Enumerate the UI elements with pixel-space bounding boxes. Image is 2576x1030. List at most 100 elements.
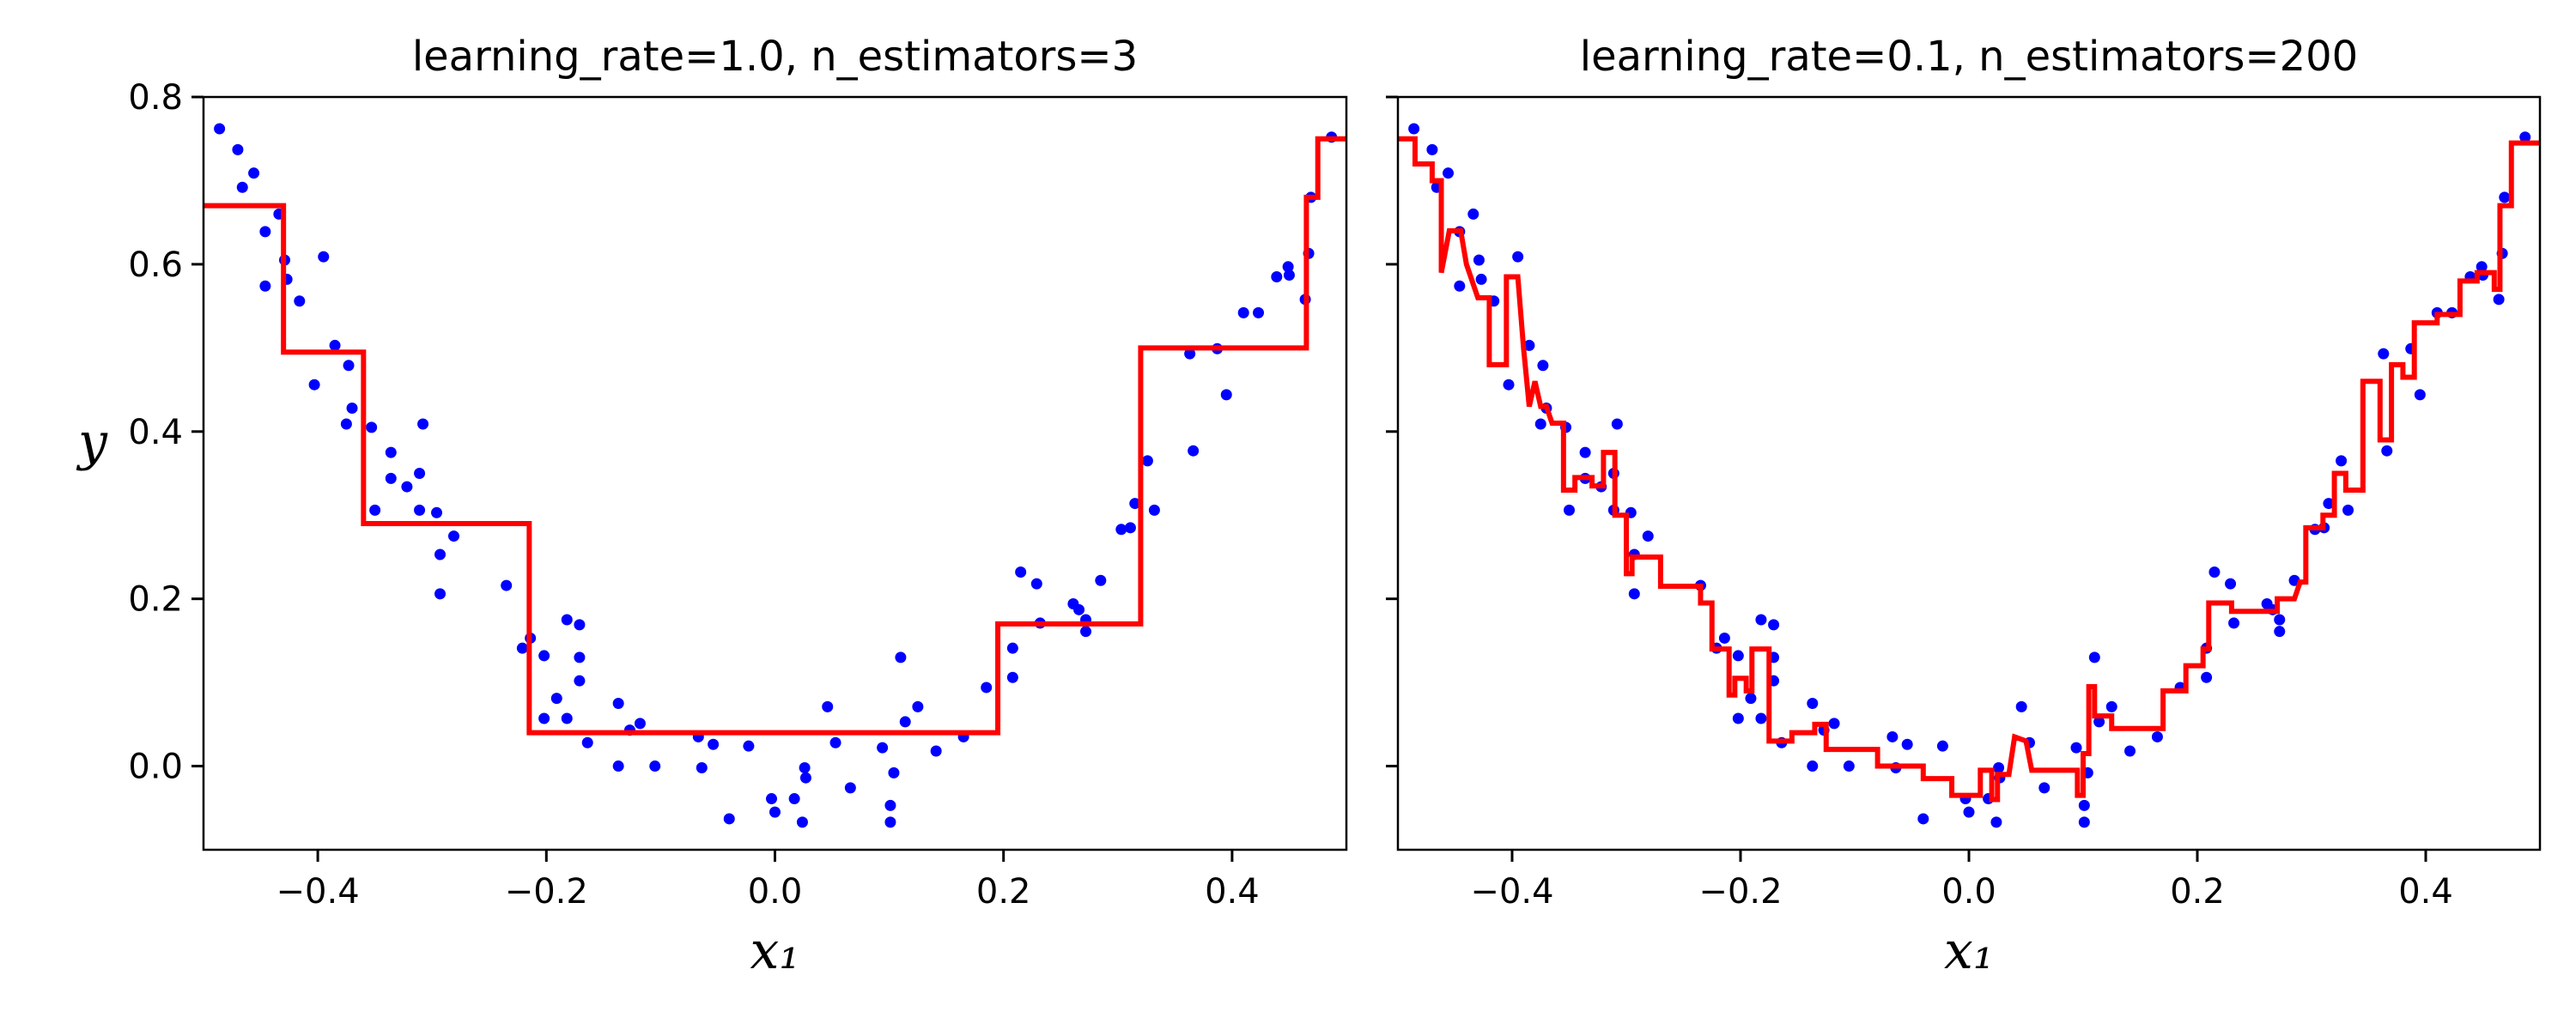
data-point bbox=[634, 718, 646, 730]
data-point bbox=[2323, 498, 2335, 510]
data-point bbox=[1755, 614, 1767, 626]
data-point bbox=[1936, 740, 1948, 752]
data-point bbox=[649, 760, 661, 772]
x-tick-label: 0.4 bbox=[2398, 872, 2453, 912]
data-point bbox=[2493, 294, 2505, 306]
data-point bbox=[1271, 271, 1283, 283]
data-point bbox=[340, 418, 352, 430]
data-point bbox=[2124, 745, 2136, 757]
data-point bbox=[1732, 712, 1744, 724]
plot-area bbox=[1398, 123, 2540, 828]
data-point bbox=[796, 816, 808, 828]
axes-frame bbox=[202, 95, 1348, 851]
data-point bbox=[447, 530, 459, 542]
data-point bbox=[1006, 671, 1018, 683]
data-point bbox=[2078, 799, 2090, 811]
data-point bbox=[769, 806, 781, 818]
data-point bbox=[1917, 813, 1929, 825]
data-point bbox=[888, 766, 900, 779]
data-point bbox=[1454, 280, 1466, 292]
data-point bbox=[236, 181, 248, 193]
data-point bbox=[844, 782, 856, 794]
y-tick-label: 0.8 bbox=[128, 78, 183, 118]
data-point bbox=[1408, 123, 1420, 135]
data-point bbox=[1642, 530, 1654, 542]
data-point bbox=[1963, 806, 1975, 818]
data-point bbox=[346, 402, 358, 414]
chart-title: learning_rate=1.0, n_estimators=3 bbox=[412, 33, 1138, 81]
data-point bbox=[538, 650, 550, 662]
data-point bbox=[550, 693, 562, 705]
data-point bbox=[1523, 339, 1535, 351]
data-point bbox=[2225, 578, 2237, 590]
data-point bbox=[581, 736, 593, 748]
data-point bbox=[561, 712, 573, 724]
data-point bbox=[2381, 445, 2393, 457]
data-point bbox=[766, 793, 778, 805]
data-point bbox=[2105, 700, 2117, 712]
data-point bbox=[574, 619, 586, 631]
x-tick-label: −0.2 bbox=[505, 872, 588, 912]
data-point bbox=[2274, 626, 2286, 638]
x-axis-label: x₁ bbox=[1944, 921, 1994, 981]
x-tick-label: −0.2 bbox=[1698, 872, 1782, 912]
data-point bbox=[329, 339, 341, 351]
data-point bbox=[723, 813, 735, 825]
data-point bbox=[696, 762, 708, 774]
plot-area bbox=[204, 123, 1346, 828]
data-point bbox=[2151, 730, 2163, 742]
data-point bbox=[1253, 306, 1265, 318]
data-point bbox=[414, 504, 426, 516]
data-point bbox=[414, 468, 426, 479]
x-tick-label: 0.4 bbox=[1205, 872, 1260, 912]
prediction-line bbox=[204, 136, 1346, 736]
data-point bbox=[501, 579, 513, 591]
data-point bbox=[343, 360, 355, 372]
data-point bbox=[2519, 131, 2531, 143]
data-point bbox=[214, 123, 226, 135]
data-point bbox=[612, 760, 624, 772]
data-point bbox=[232, 143, 244, 155]
data-point bbox=[1030, 578, 1042, 590]
data-point bbox=[2088, 651, 2100, 663]
x-tick-label: 0.0 bbox=[1941, 872, 1996, 912]
data-point bbox=[318, 251, 330, 263]
data-point bbox=[1124, 522, 1136, 534]
data-point bbox=[294, 295, 306, 307]
data-point bbox=[369, 504, 381, 516]
data-point bbox=[1564, 504, 1575, 516]
data-point bbox=[829, 736, 841, 748]
data-point bbox=[1768, 619, 1780, 631]
data-point bbox=[1080, 626, 1092, 638]
data-point bbox=[1843, 760, 1855, 772]
data-point bbox=[1628, 588, 1640, 600]
data-point bbox=[308, 379, 320, 391]
data-point bbox=[899, 716, 911, 728]
data-point bbox=[1467, 208, 1479, 220]
data-point bbox=[538, 712, 550, 724]
data-point bbox=[2476, 261, 2488, 273]
x-tick-label: 0.2 bbox=[2170, 872, 2225, 912]
data-point bbox=[2070, 742, 2082, 754]
x-tick-label: −0.4 bbox=[276, 872, 360, 912]
data-point bbox=[2414, 389, 2426, 401]
data-point bbox=[1220, 389, 1232, 401]
data-point bbox=[1611, 418, 1623, 430]
data-point bbox=[1148, 504, 1160, 516]
data-point bbox=[1184, 348, 1196, 360]
data-point bbox=[877, 742, 889, 754]
data-point bbox=[1141, 455, 1153, 467]
data-point bbox=[1473, 254, 1485, 266]
data-point bbox=[1237, 306, 1249, 318]
data-point bbox=[561, 614, 573, 626]
data-point bbox=[708, 738, 720, 750]
data-point bbox=[1901, 738, 1913, 750]
data-point bbox=[884, 816, 896, 828]
data-point bbox=[799, 772, 811, 784]
data-point bbox=[1534, 418, 1546, 430]
data-point bbox=[1990, 816, 2002, 828]
data-point bbox=[612, 697, 624, 709]
data-point bbox=[2228, 617, 2240, 629]
data-point bbox=[2201, 671, 2213, 683]
